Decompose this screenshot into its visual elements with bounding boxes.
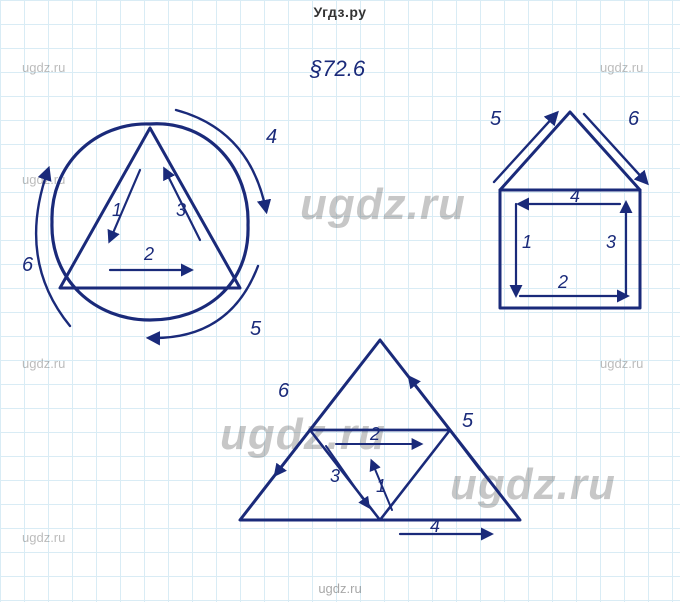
page-root: Угдз.ру ugdz.ru ugdz.ru ugdz.ru ugdz.ru … bbox=[0, 0, 680, 602]
label-ct-5: 5 bbox=[250, 318, 261, 341]
arc-4 bbox=[176, 110, 266, 210]
label-ct-2: 2 bbox=[144, 244, 154, 265]
label-ct-1: 1 bbox=[112, 200, 122, 221]
label-t-1: 1 bbox=[376, 476, 386, 497]
figure-house bbox=[494, 112, 646, 308]
label-t-6: 6 bbox=[278, 380, 289, 403]
label-ct-4: 4 bbox=[266, 126, 277, 149]
label-h-2: 2 bbox=[558, 272, 568, 293]
label-t-2: 2 bbox=[370, 424, 380, 445]
house-base bbox=[500, 190, 640, 308]
label-t-3: 3 bbox=[330, 466, 340, 487]
arc-5 bbox=[150, 266, 258, 338]
circle-outline bbox=[52, 124, 248, 320]
label-ct-3: 3 bbox=[176, 200, 186, 221]
figure-circle-triangle bbox=[36, 110, 266, 338]
label-ct-6: 6 bbox=[22, 254, 33, 277]
label-h-1: 1 bbox=[522, 232, 532, 253]
drawing-layer bbox=[0, 0, 680, 602]
label-t-5: 5 bbox=[462, 410, 473, 433]
label-h-4: 4 bbox=[570, 186, 580, 207]
label-h-6: 6 bbox=[628, 108, 639, 131]
label-h-3: 3 bbox=[606, 232, 616, 253]
label-t-4: 4 bbox=[430, 516, 440, 537]
house-arrow-5 bbox=[494, 114, 556, 182]
label-h-5: 5 bbox=[490, 108, 501, 131]
